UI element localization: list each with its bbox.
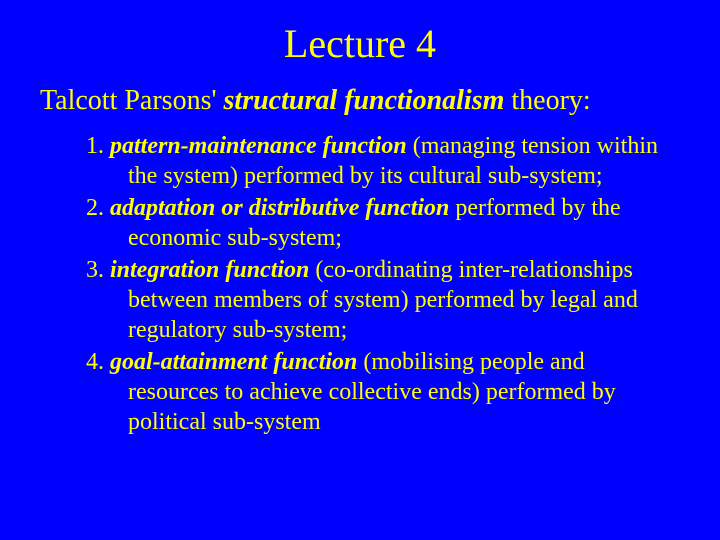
- item-term: pattern-maintenance function: [110, 133, 407, 159]
- item-term: goal-attainment function: [110, 349, 357, 375]
- subtitle-prefix: Talcott Parsons': [40, 85, 224, 116]
- item-number: 2.: [70, 193, 104, 223]
- list-item: 3. integration function (co-ordinating i…: [40, 255, 680, 345]
- subtitle-suffix: theory:: [504, 85, 590, 116]
- subtitle-emphasis: structural functionalism: [224, 85, 505, 116]
- list-item: 2. adaptation or distributive function p…: [40, 193, 680, 253]
- function-list: 1. pattern-maintenance function (managin…: [40, 131, 680, 437]
- list-item: 1. pattern-maintenance function (managin…: [40, 131, 680, 191]
- item-number: 1.: [70, 131, 104, 161]
- item-term: integration function: [110, 257, 309, 283]
- slide-subtitle: Talcott Parsons' structural functionalis…: [40, 85, 680, 117]
- slide-title: Lecture 4: [40, 20, 680, 67]
- list-item: 4. goal-attainment function (mobilising …: [40, 347, 680, 437]
- item-number: 3.: [70, 255, 104, 285]
- item-number: 4.: [70, 347, 104, 377]
- item-term: adaptation or distributive function: [110, 195, 449, 221]
